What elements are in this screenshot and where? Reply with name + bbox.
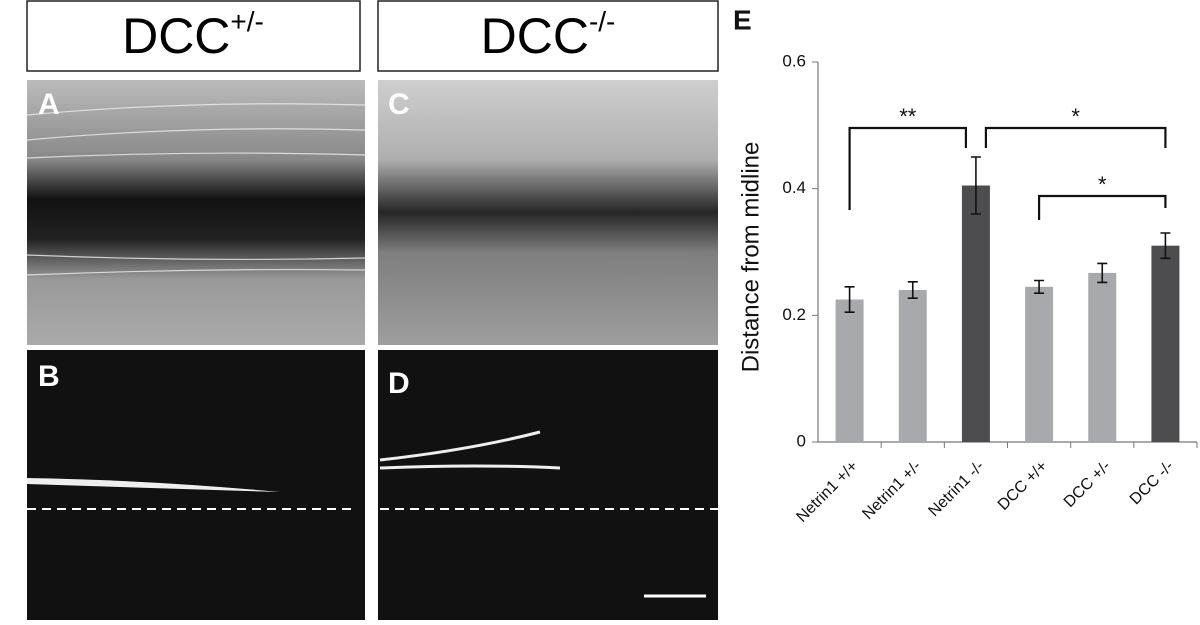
bar: [1151, 245, 1180, 442]
header-left: DCC+/-: [122, 6, 264, 64]
error-bar: [1034, 279, 1045, 294]
bar: [898, 290, 927, 442]
image-d: [378, 350, 718, 620]
bar: [961, 185, 990, 442]
header-box: [26, 0, 361, 72]
x-tick-label: DCC -/-: [1127, 458, 1177, 508]
significance-bracket: [984, 126, 1167, 148]
bar: [1088, 272, 1117, 442]
header-text: DCC: [122, 8, 230, 64]
y-tick-label: 0.2: [782, 305, 806, 324]
bar: [835, 299, 864, 442]
significance-label: **: [899, 104, 917, 129]
x-tick-label: Netrin1 +/+: [793, 458, 861, 526]
significance-bracket: [848, 126, 968, 210]
x-tick-label: Netrin1 -/-: [925, 458, 987, 520]
header-sup: -/-: [589, 6, 615, 37]
error-bar: [1097, 262, 1108, 284]
image-c: [378, 80, 718, 345]
error-bar: [1160, 232, 1171, 260]
y-axis-label: Distance from midline: [737, 142, 764, 373]
panel-letter: D: [388, 367, 410, 400]
error-bar: [907, 280, 918, 300]
x-tick-label: Netrin1 +/-: [859, 458, 924, 523]
y-tick-label: 0.4: [782, 178, 806, 197]
significance-label: *: [1098, 172, 1107, 197]
fiber-bundle: [379, 430, 561, 470]
significance-label: *: [1071, 104, 1080, 129]
header-box: [377, 0, 719, 72]
fiber-bundle: [27, 478, 280, 492]
bar: [1025, 286, 1054, 442]
header-sup: +/-: [230, 6, 263, 37]
panel-letter: E: [733, 4, 752, 35]
y-tick-label: 0: [797, 431, 806, 450]
panel-letter: A: [38, 88, 60, 121]
significance-bracket: [1037, 194, 1167, 220]
header-text: DCC: [481, 8, 589, 64]
panel-letter: C: [388, 88, 410, 121]
panel-letters: A B C D: [38, 88, 410, 400]
image-a: [27, 80, 365, 345]
y-tick-label: 0.6: [782, 51, 806, 70]
header-right: DCC-/-: [481, 6, 616, 64]
error-bar: [844, 286, 855, 313]
x-tick-label: DCC +/+: [995, 458, 1051, 514]
panel-letter: B: [38, 360, 60, 393]
error-bar: [970, 156, 981, 215]
x-tick-label: DCC +/-: [1061, 458, 1114, 511]
